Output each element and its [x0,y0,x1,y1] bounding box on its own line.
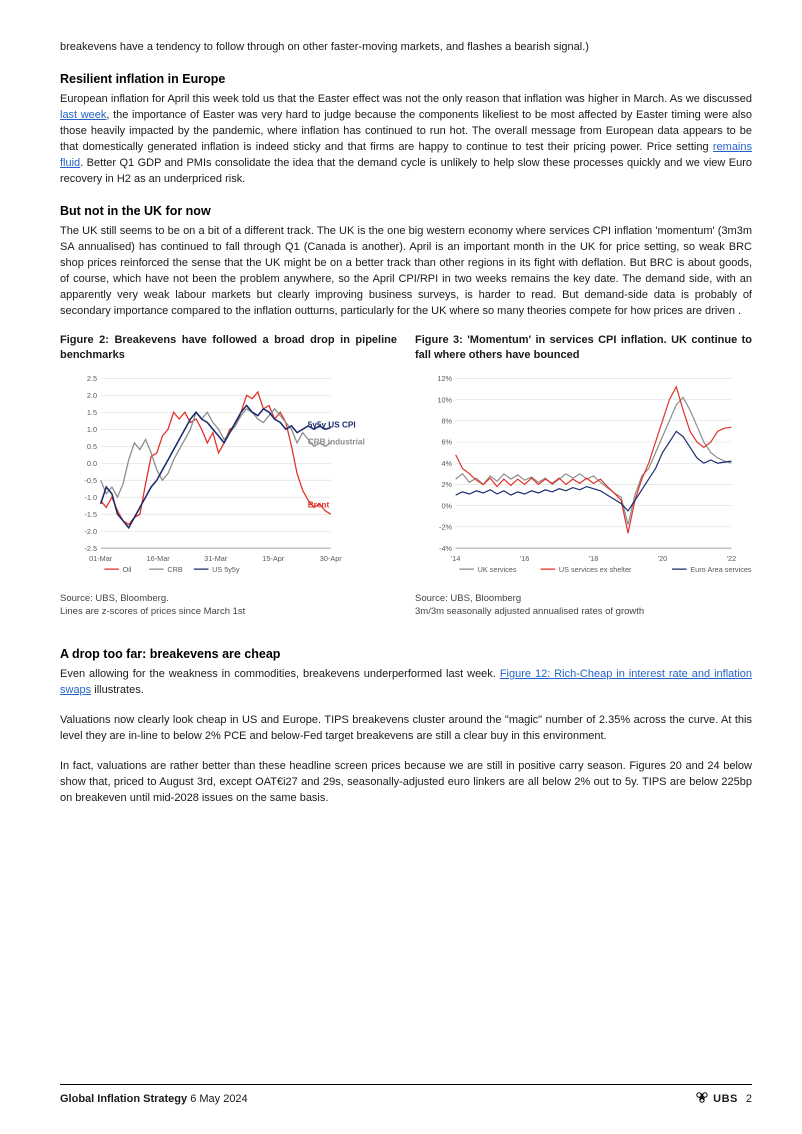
sec3-p1b: illustrates. [91,684,144,696]
figure-3-chart: 12% 10% 8% 6% 4% 2% 0% -2% -4%'14 '16 '18 '20 '22 UK … [415,371,752,587]
heading-resilient-inflation: Resilient inflation in Europe [60,70,752,88]
svg-text:-4%: -4% [439,544,452,553]
svg-text:31-Mar: 31-Mar [204,554,228,563]
fig3-source-line1: Source: UBS, Bloomberg [415,593,521,604]
ubs-brand-text: UBS [713,1092,738,1108]
figure-2-title: Figure 2: Breakevens have followed a bro… [60,333,397,365]
fig3-source-line2: 3m/3m seasonally adjusted annualised rat… [415,606,644,617]
svg-text:6%: 6% [441,438,452,447]
para-but-not-uk: The UK still seems to be on a bit of a d… [60,224,752,320]
figure-2-chart: 2.5 2.0 1.5 1.0 0.5 0.0 -0.5 -1.0 -1.5 -2.0 -2.501… [60,371,397,587]
svg-text:'22: '22 [727,554,737,563]
heading-drop-too-far: A drop too far: breakevens are cheap [60,645,752,663]
fig2-source-line1: Source: UBS, Bloomberg. [60,593,169,604]
svg-text:0.0: 0.0 [87,459,97,468]
svg-text:0.5: 0.5 [87,442,97,451]
svg-text:12%: 12% [437,374,452,383]
sec3-p1a: Even allowing for the weakness in commod… [60,668,500,680]
svg-text:1.5: 1.5 [87,408,97,417]
svg-text:1.0: 1.0 [87,425,97,434]
svg-text:01-Mar: 01-Mar [89,554,113,563]
svg-text:Oil: Oil [123,565,132,574]
svg-text:5y5y US CPI: 5y5y US CPI [308,421,356,430]
heading-but-not-uk: But not in the UK for now [60,202,752,220]
figure-3-title: Figure 3: 'Momentum' in services CPI inf… [415,333,752,365]
svg-text:10%: 10% [437,396,452,405]
svg-text:'14: '14 [451,554,461,563]
svg-text:'18: '18 [589,554,599,563]
sec1-text-c: . Better Q1 GDP and PMIs consolidate the… [60,157,752,185]
svg-text:-2.5: -2.5 [84,544,97,553]
sec1-text-b: , the importance of Easter was very hard… [60,109,752,153]
fig2-source-line2: Lines are z-scores of prices since March… [60,606,245,617]
svg-text:0%: 0% [441,502,452,511]
page-footer: Global Inflation Strategy 6 May 2024 UBS… [60,1084,752,1110]
svg-text:8%: 8% [441,417,452,426]
para-resilient-inflation: European inflation for April this week t… [60,92,752,188]
svg-text:CRB industrial: CRB industrial [308,438,365,447]
svg-text:-2%: -2% [439,523,452,532]
figure-2-source: Source: UBS, Bloomberg. Lines are z-scor… [60,593,397,619]
svg-text:'20: '20 [658,554,668,563]
footer-right: UBS 2 [695,1091,752,1110]
para-drop-1: Even allowing for the weakness in commod… [60,667,752,699]
svg-text:-1.5: -1.5 [84,510,97,519]
svg-text:-0.5: -0.5 [84,476,97,485]
svg-text:15-Apr: 15-Apr [262,554,284,563]
para-drop-3: In fact, valuations are rather better th… [60,759,752,807]
svg-text:Euro Area services: Euro Area services [690,565,752,574]
svg-text:CRB: CRB [167,565,183,574]
ubs-logo: UBS [695,1091,738,1110]
footer-left: Global Inflation Strategy 6 May 2024 [60,1092,248,1108]
svg-text:UK services: UK services [478,565,517,574]
svg-text:30-Apr: 30-Apr [320,554,342,563]
svg-text:-2.0: -2.0 [84,527,97,536]
svg-text:-1.0: -1.0 [84,493,97,502]
para-drop-2: Valuations now clearly look cheap in US … [60,713,752,745]
figure-2-column: Figure 2: Breakevens have followed a bro… [60,333,397,619]
footer-date: 6 May 2024 [190,1093,247,1105]
intro-tail-paragraph: breakevens have a tendency to follow thr… [60,40,752,56]
footer-doc-title: Global Inflation Strategy [60,1093,187,1105]
sec1-text-a: European inflation for April this week t… [60,93,752,105]
footer-page-number: 2 [746,1092,752,1108]
svg-text:US 5y5y: US 5y5y [212,565,240,574]
figure-3-source: Source: UBS, Bloomberg 3m/3m seasonally … [415,593,752,619]
svg-text:4%: 4% [441,459,452,468]
ubs-keys-icon [695,1091,709,1110]
figures-row: Figure 2: Breakevens have followed a bro… [60,333,752,619]
svg-text:Brent: Brent [308,501,330,510]
svg-text:16-Mar: 16-Mar [147,554,171,563]
svg-text:US services ex shelter: US services ex shelter [559,565,632,574]
svg-text:2.0: 2.0 [87,391,97,400]
figure-3-column: Figure 3: 'Momentum' in services CPI inf… [415,333,752,619]
svg-text:2.5: 2.5 [87,374,97,383]
svg-text:2%: 2% [441,481,452,490]
svg-text:'16: '16 [520,554,530,563]
link-last-week[interactable]: last week [60,109,106,121]
